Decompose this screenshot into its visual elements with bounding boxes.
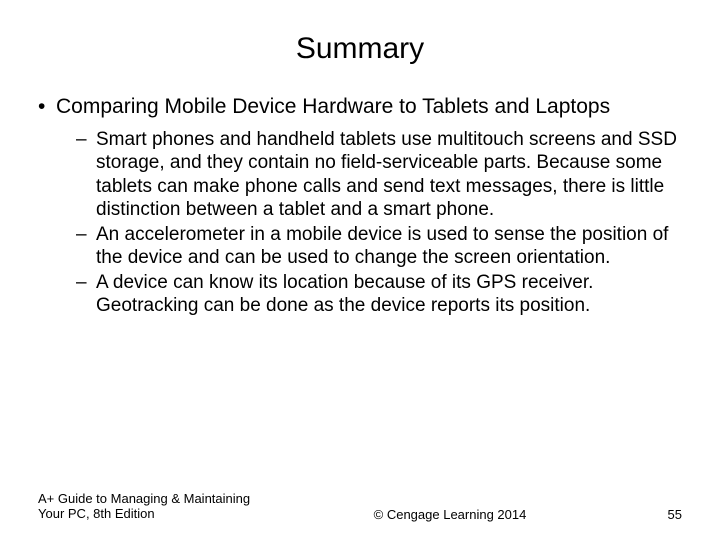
bullet-level-1: Comparing Mobile Device Hardware to Tabl… <box>38 94 682 120</box>
footer-page-number: 55 <box>642 507 682 522</box>
bullet-level-2: Smart phones and handheld tablets use mu… <box>76 128 682 221</box>
footer-book-title: A+ Guide to Managing & Maintaining Your … <box>38 491 258 522</box>
slide-title: Summary <box>0 0 720 94</box>
bullet-level-2: An accelerometer in a mobile device is u… <box>76 223 682 269</box>
footer-copyright: © Cengage Learning 2014 <box>374 507 527 522</box>
slide-content: Comparing Mobile Device Hardware to Tabl… <box>0 94 720 318</box>
slide-footer: A+ Guide to Managing & Maintaining Your … <box>0 491 720 522</box>
slide: Summary Comparing Mobile Device Hardware… <box>0 0 720 540</box>
bullet-level-2: A device can know its location because o… <box>76 271 682 317</box>
